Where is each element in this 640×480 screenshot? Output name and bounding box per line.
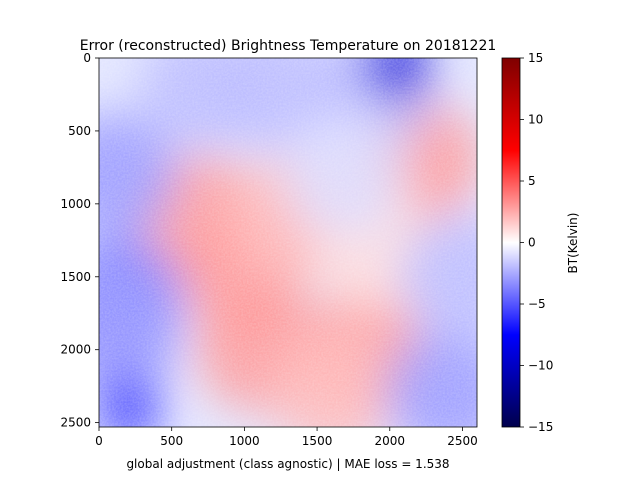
y-tick-label: 0: [83, 51, 91, 65]
x-axis-label: global adjustment (class agnostic) | MAE…: [126, 457, 449, 471]
x-tick-label: 1500: [302, 434, 333, 448]
y-axis: 0 500 1000 1500 2000 2500: [60, 51, 99, 430]
x-tick-label: 500: [160, 434, 183, 448]
colorbar-tick-label: 15: [528, 51, 543, 65]
colorbar-gradient: [501, 57, 521, 428]
colorbar-tick-label: −10: [528, 359, 553, 373]
colorbar-tick-label: 5: [528, 174, 536, 188]
y-tick-label: 500: [68, 124, 91, 138]
colorbar: 15 10 5 0 −5 −10 −15 BT(Kelvin): [501, 51, 580, 434]
y-tick-label: 2500: [60, 416, 91, 430]
y-tick-label: 2000: [60, 343, 91, 357]
colorbar-ticks: 15 10 5 0 −5 −10 −15: [520, 51, 553, 434]
colorbar-tick-label: −15: [528, 420, 553, 434]
colorbar-tick-label: 0: [528, 236, 536, 250]
colorbar-tick-label: −5: [528, 297, 546, 311]
colorbar-label: BT(Kelvin): [566, 213, 580, 274]
x-tick-label: 1000: [229, 434, 260, 448]
plot-frame: [98, 57, 478, 428]
x-axis: 0 500 1000 1500 2000 2500: [95, 427, 478, 448]
y-tick-label: 1000: [60, 197, 91, 211]
x-tick-label: 2500: [447, 434, 478, 448]
x-tick-label: 2000: [374, 434, 405, 448]
x-tick-label: 0: [95, 434, 103, 448]
y-tick-label: 1500: [60, 270, 91, 284]
chart-title: Error (reconstructed) Brightness Tempera…: [80, 38, 497, 54]
heatmap-image: [99, 58, 477, 427]
colorbar-tick-label: 10: [528, 113, 543, 127]
